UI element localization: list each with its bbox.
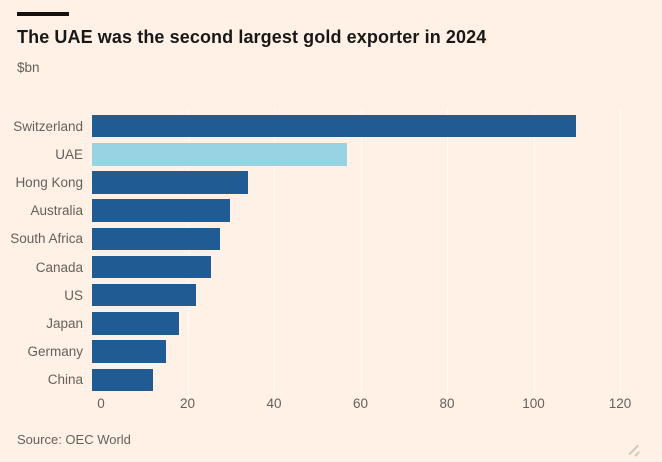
chart-row: China <box>0 366 662 394</box>
chart-row: Canada <box>0 253 662 281</box>
x-tick-label: 20 <box>179 396 196 411</box>
unit-label: $bn <box>17 60 40 75</box>
chart-row: Switzerland <box>0 112 662 140</box>
x-tick-label: 60 <box>352 396 369 411</box>
category-label: Hong Kong <box>15 174 83 190</box>
category-label: South Africa <box>10 231 83 247</box>
x-tick-label: 0 <box>97 396 105 411</box>
resize-handle-icon[interactable] <box>626 442 642 456</box>
source-note: Source: OEC World <box>17 432 131 447</box>
bar-track <box>92 368 611 392</box>
bar-track <box>92 283 611 307</box>
chart-row: Australia <box>0 197 662 225</box>
chart-row: Hong Kong <box>0 168 662 196</box>
bar-track <box>92 114 611 138</box>
bar-japan <box>92 312 179 335</box>
bar-chart: Switzerland UAE Hong Kong Australia South Af… <box>0 108 662 418</box>
bar-china <box>92 368 153 392</box>
bar-germany <box>92 340 166 363</box>
bar-track <box>92 143 611 166</box>
chart-row: South Africa <box>0 225 662 253</box>
bar-switzerland <box>92 114 577 138</box>
chart-row: Germany <box>0 338 662 366</box>
bar-track <box>92 171 611 194</box>
category-label: Switzerland <box>13 118 83 134</box>
plot-rows: Switzerland UAE Hong Kong Australia South Af… <box>0 112 662 394</box>
bar-south-africa <box>92 227 220 251</box>
x-axis: 0 20 40 60 80 100 120 <box>97 396 631 416</box>
category-label: Australia <box>30 203 83 219</box>
category-label: Canada <box>35 259 83 275</box>
chart-row: UAE <box>0 140 662 168</box>
bar-australia <box>92 199 231 222</box>
bar-canada <box>92 255 211 279</box>
bar-track <box>92 199 611 222</box>
category-label: Germany <box>27 344 83 360</box>
bar-us <box>92 283 196 307</box>
x-tick-label: 100 <box>522 396 545 411</box>
category-label: China <box>47 372 83 388</box>
bar-hong-kong <box>92 171 248 194</box>
chart-title: The UAE was the second largest gold expo… <box>17 27 487 47</box>
bar-track <box>92 340 611 363</box>
top-rule <box>17 12 69 16</box>
chart-row: US <box>0 281 662 309</box>
x-tick-label: 80 <box>439 396 455 411</box>
bar-uae <box>92 143 348 166</box>
bar-track <box>92 312 611 335</box>
x-tick-label: 120 <box>608 396 632 411</box>
bar-track <box>92 227 611 251</box>
category-label: Japan <box>46 315 83 331</box>
category-label: UAE <box>55 146 83 162</box>
chart-row: Japan <box>0 309 662 337</box>
x-tick-label: 40 <box>266 396 282 411</box>
category-label: US <box>64 287 83 303</box>
bar-track <box>92 255 611 279</box>
